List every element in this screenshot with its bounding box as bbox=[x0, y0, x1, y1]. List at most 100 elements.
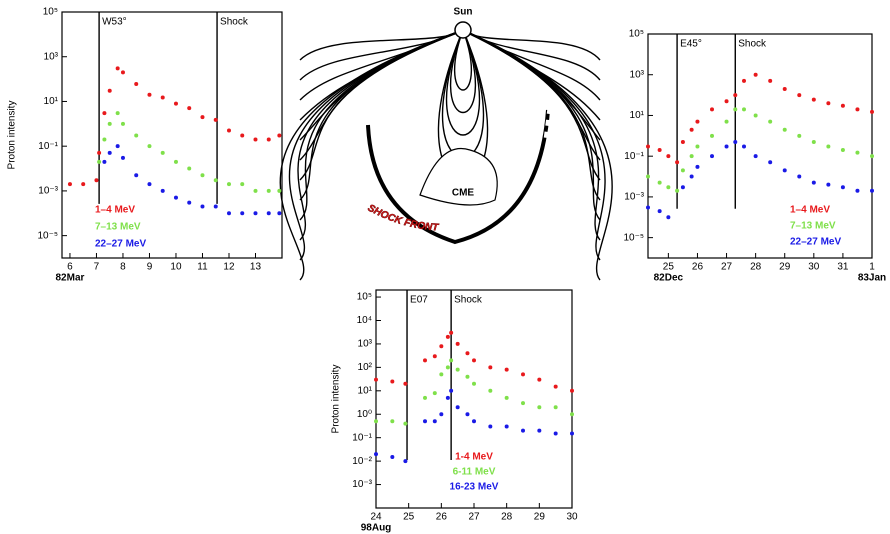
field-loop bbox=[441, 29, 485, 158]
x-tick-label: 30 bbox=[566, 512, 578, 523]
data-point bbox=[107, 121, 112, 126]
data-point bbox=[67, 182, 72, 187]
data-point bbox=[666, 154, 671, 159]
data-point bbox=[782, 168, 787, 173]
field-line bbox=[462, 29, 613, 281]
data-point bbox=[742, 144, 746, 149]
data-point bbox=[504, 395, 509, 400]
data-point bbox=[374, 452, 378, 457]
field-line bbox=[462, 29, 601, 61]
data-point bbox=[187, 106, 192, 111]
data-point bbox=[455, 405, 460, 410]
data-point bbox=[115, 111, 120, 116]
data-point bbox=[120, 155, 125, 160]
data-point bbox=[695, 164, 700, 169]
shock-label: SHOCK FRONT bbox=[366, 202, 440, 233]
data-point bbox=[432, 354, 437, 359]
field-loop bbox=[449, 29, 477, 114]
field-loop bbox=[445, 29, 481, 136]
data-point bbox=[240, 182, 245, 187]
y-tick-label: 10³ bbox=[630, 69, 645, 80]
data-point bbox=[646, 174, 650, 179]
y-tick-label: 10⁻³ bbox=[624, 192, 644, 203]
data-point bbox=[455, 367, 460, 372]
data-point bbox=[521, 428, 525, 433]
data-point bbox=[675, 188, 680, 193]
data-point bbox=[768, 78, 773, 83]
data-point bbox=[403, 459, 408, 464]
data-point bbox=[374, 419, 378, 424]
legend-entry: 1–4 MeV bbox=[95, 205, 135, 216]
data-point bbox=[657, 180, 662, 185]
y-tick-label: 10⁻³ bbox=[38, 186, 58, 197]
y-tick-label: 10¹ bbox=[358, 385, 373, 396]
x-tick-label: 25 bbox=[663, 262, 675, 273]
data-point bbox=[134, 133, 139, 138]
x-tick-label: 28 bbox=[750, 262, 762, 273]
sun-label: Sun bbox=[454, 7, 473, 18]
x-tick-label: 29 bbox=[779, 262, 791, 273]
y-axis-label: Proton intensity bbox=[331, 365, 342, 434]
data-point bbox=[432, 419, 437, 424]
data-point bbox=[689, 127, 694, 132]
data-point bbox=[94, 178, 99, 183]
data-point bbox=[657, 209, 662, 214]
data-point bbox=[445, 395, 450, 400]
data-point bbox=[472, 419, 476, 424]
data-point bbox=[134, 82, 139, 87]
data-point bbox=[266, 137, 271, 142]
data-point bbox=[160, 188, 165, 193]
data-point bbox=[445, 365, 450, 370]
field-line bbox=[299, 29, 464, 61]
x-tick-label: 10 bbox=[170, 262, 182, 273]
y-axis-label: Proton intensity bbox=[7, 101, 18, 170]
data-point bbox=[553, 405, 558, 410]
legend-entry: 22–27 MeV bbox=[790, 237, 841, 248]
data-point bbox=[553, 431, 558, 436]
shock-label-path: SHOCK FRONT bbox=[366, 202, 440, 233]
data-point bbox=[724, 144, 729, 149]
data-point bbox=[455, 341, 460, 346]
data-point bbox=[277, 133, 282, 138]
data-point bbox=[403, 381, 408, 386]
data-point bbox=[120, 70, 125, 75]
x-date-label: 98Aug bbox=[361, 523, 392, 534]
data-point bbox=[81, 182, 86, 187]
x-tick-label: 25 bbox=[403, 512, 415, 523]
data-point bbox=[733, 93, 738, 98]
data-point bbox=[753, 154, 758, 159]
data-point bbox=[553, 384, 558, 389]
data-point bbox=[97, 159, 102, 164]
data-point bbox=[107, 150, 112, 155]
data-point bbox=[465, 351, 470, 356]
data-point bbox=[826, 182, 831, 187]
data-point bbox=[537, 377, 542, 382]
data-point bbox=[445, 334, 450, 339]
data-point bbox=[753, 72, 758, 77]
legend-entry: 16-23 MeV bbox=[450, 482, 499, 493]
plot-frame bbox=[647, 33, 873, 259]
data-point bbox=[213, 117, 218, 122]
data-point bbox=[253, 211, 258, 216]
x-tick-label: 1 bbox=[869, 262, 875, 273]
legend-entry: 22–27 MeV bbox=[95, 239, 146, 250]
data-point bbox=[97, 150, 102, 155]
data-point bbox=[213, 204, 218, 209]
data-point bbox=[742, 107, 746, 112]
data-point bbox=[213, 178, 218, 183]
data-point bbox=[160, 95, 165, 100]
data-point bbox=[753, 113, 758, 118]
y-tick-label: 10⁴ bbox=[357, 315, 372, 326]
shock-front bbox=[366, 109, 550, 245]
data-point bbox=[488, 388, 493, 393]
data-point bbox=[657, 148, 662, 153]
data-point bbox=[147, 144, 152, 149]
y-tick-label: 10⁵ bbox=[357, 292, 372, 303]
x-tick-label: 8 bbox=[120, 262, 126, 273]
data-point bbox=[811, 180, 816, 185]
legend-entry: 6-11 MeV bbox=[453, 467, 496, 478]
data-point bbox=[423, 395, 427, 400]
y-tick-label: 10⁻⁵ bbox=[37, 230, 58, 241]
data-point bbox=[102, 111, 107, 116]
